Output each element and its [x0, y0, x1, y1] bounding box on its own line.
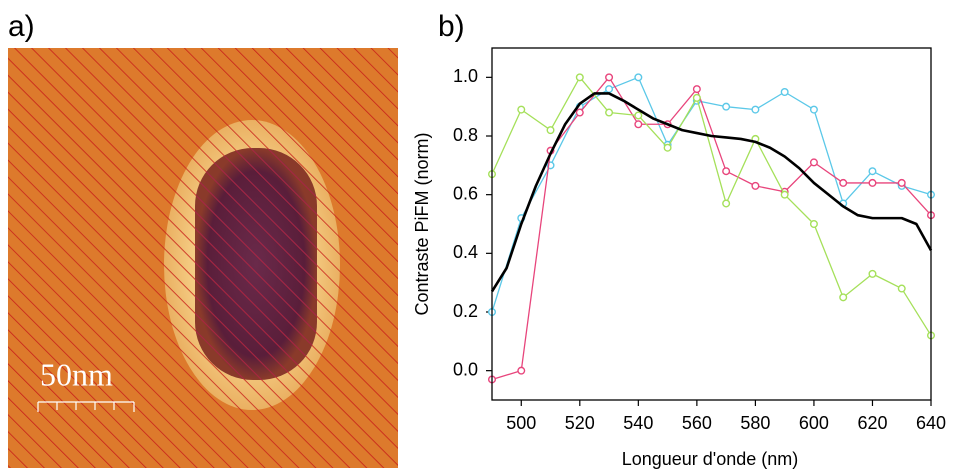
plot-frame	[491, 47, 932, 401]
afm-image: 50nm	[8, 48, 398, 468]
data-point	[722, 167, 731, 176]
y-tick-label: 1.0	[453, 66, 478, 86]
data-point	[575, 73, 584, 82]
data-point	[663, 143, 672, 152]
data-point	[897, 284, 906, 293]
y-tick-label: 0.8	[453, 125, 478, 145]
panel-label: b)	[438, 10, 465, 43]
x-tick-label: 540	[623, 413, 653, 433]
x-tick-label: 560	[682, 413, 712, 433]
x-tick-label: 500	[506, 413, 536, 433]
data-point	[868, 167, 877, 176]
data-point	[575, 108, 584, 117]
y-axis-label: Contraste PiFM (norm)	[412, 132, 432, 315]
y-tick-label: 0.4	[453, 242, 478, 262]
data-point	[780, 87, 789, 96]
series-line	[491, 76, 932, 381]
x-tick-label: 640	[916, 413, 946, 433]
data-point	[780, 190, 789, 199]
data-point	[897, 178, 906, 187]
panel-label: a)	[8, 10, 35, 43]
y-tick-label: 0.0	[453, 359, 478, 379]
data-point	[634, 120, 643, 129]
data-point	[839, 293, 848, 302]
series-line	[491, 76, 932, 313]
data-point	[751, 181, 760, 190]
data-point	[692, 93, 701, 102]
data-point	[809, 105, 818, 114]
data-point	[722, 102, 731, 111]
x-axis-label: Longueur d'onde (nm)	[622, 449, 799, 469]
data-point	[839, 178, 848, 187]
data-point	[809, 158, 818, 167]
data-point	[546, 126, 555, 135]
data-point	[605, 85, 614, 94]
scale-bar-label: 50nm	[40, 356, 113, 392]
data-point	[868, 178, 877, 187]
x-tick-label: 620	[857, 413, 887, 433]
data-point	[517, 366, 526, 375]
data-point	[634, 111, 643, 120]
series-line	[490, 92, 933, 293]
x-tick-label: 520	[565, 413, 595, 433]
y-tick-label: 0.6	[453, 183, 478, 203]
y-tick-label: 0.2	[453, 301, 478, 321]
x-tick-label: 600	[799, 413, 829, 433]
data-point	[517, 105, 526, 114]
data-point	[751, 105, 760, 114]
data-point	[605, 73, 614, 82]
data-point	[634, 73, 643, 82]
data-point	[692, 85, 701, 94]
x-tick-label: 580	[740, 413, 770, 433]
series-line	[491, 76, 932, 336]
data-point	[809, 219, 818, 228]
data-point	[722, 199, 731, 208]
data-point	[868, 269, 877, 278]
data-point	[605, 108, 614, 117]
